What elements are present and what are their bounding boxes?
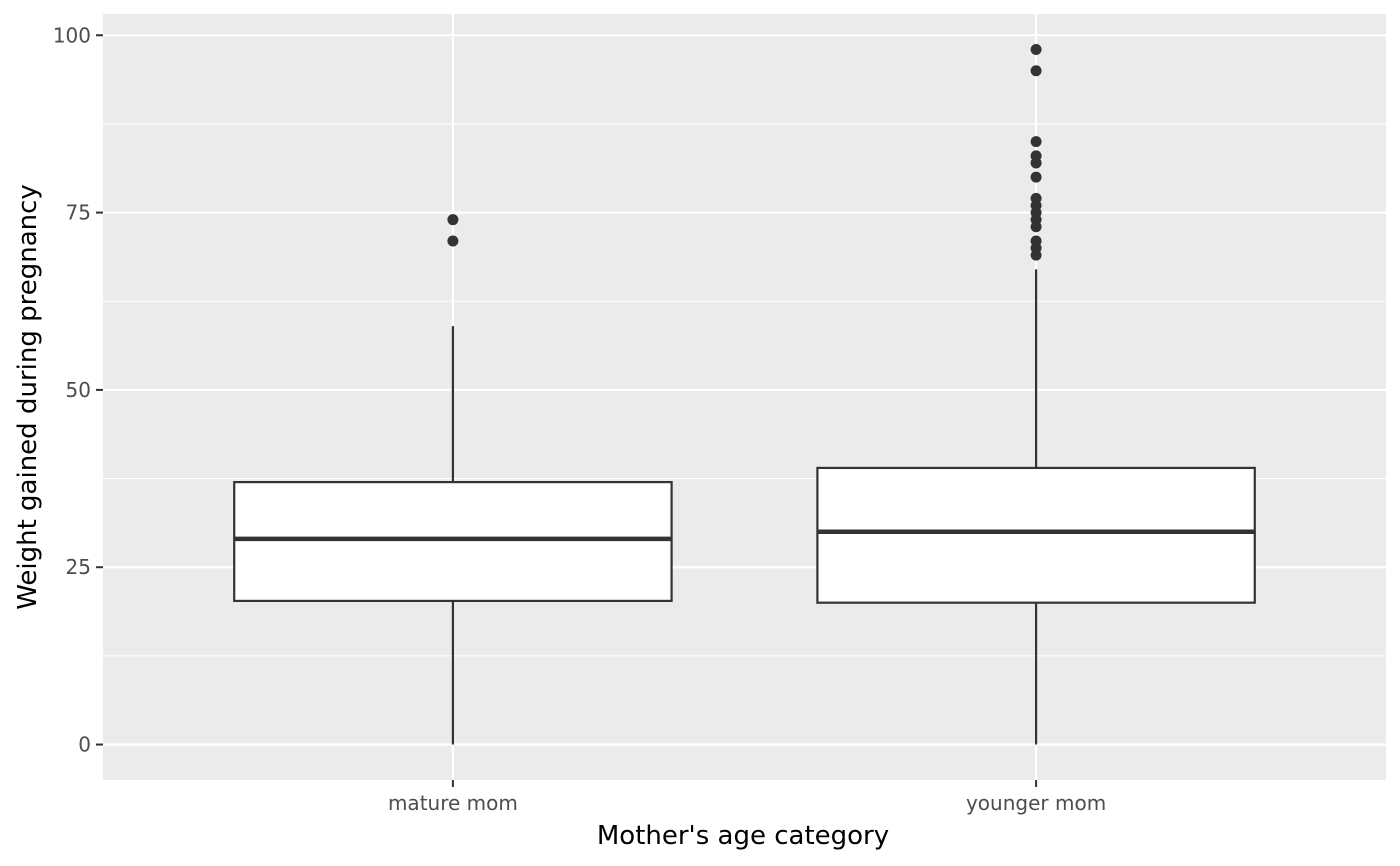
- y-tick-label: 0: [78, 733, 91, 757]
- box-iqr: [816, 466, 1256, 604]
- y-axis: 0 25 50 75 100: [53, 23, 103, 757]
- outlier-point: [1030, 43, 1042, 55]
- outlier-point: [447, 235, 459, 247]
- outlier-point: [1030, 150, 1042, 162]
- outlier-point: [1030, 171, 1042, 183]
- x-axis: mature mom younger mom: [388, 780, 1106, 815]
- outlier-point: [1030, 65, 1042, 77]
- x-tick-label: mature mom: [388, 791, 518, 815]
- y-tick-label: 50: [66, 378, 91, 402]
- plot-panel: [103, 14, 1386, 780]
- box-iqr: [233, 481, 673, 603]
- box-group: [816, 43, 1256, 745]
- outlier-point: [447, 214, 459, 226]
- y-tick-label: 100: [53, 23, 91, 47]
- outlier-point: [1030, 235, 1042, 247]
- y-tick-label: 75: [66, 201, 91, 225]
- box-series: [233, 43, 1256, 745]
- box-group: [233, 214, 673, 745]
- outlier-point: [1030, 136, 1042, 148]
- x-axis-title: Mother's age category: [597, 821, 889, 851]
- y-axis-title: Weight gained during pregnancy: [13, 184, 43, 610]
- y-tick-label: 25: [66, 555, 91, 579]
- x-tick-label: younger mom: [966, 791, 1106, 815]
- outlier-point: [1030, 192, 1042, 204]
